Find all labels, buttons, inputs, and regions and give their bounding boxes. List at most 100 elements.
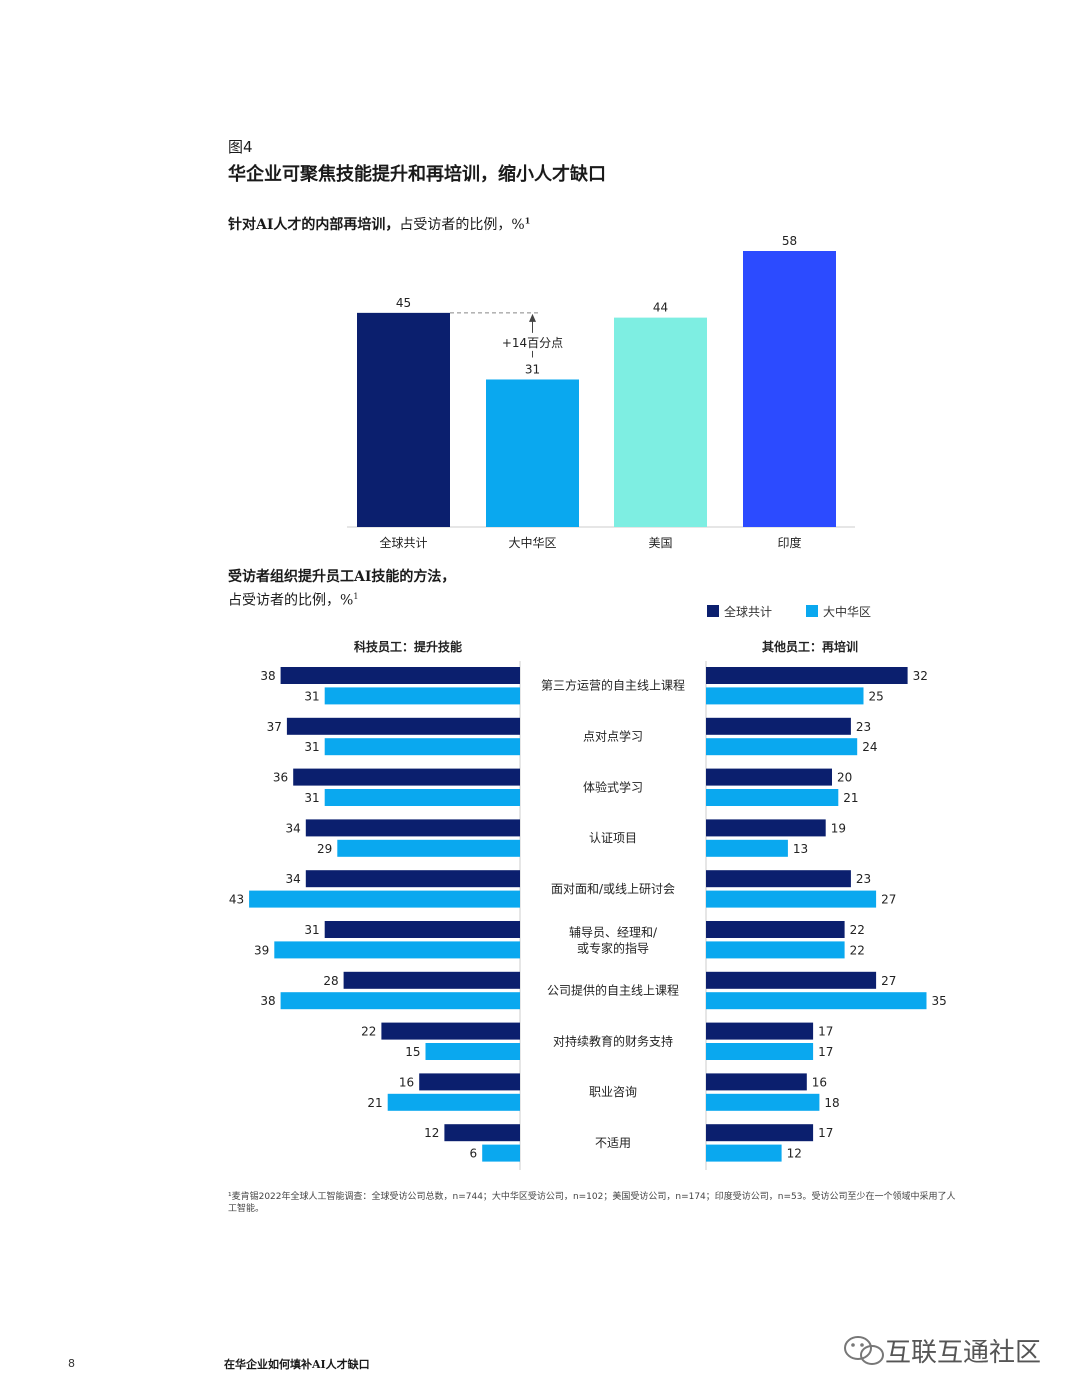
bar-value-label: 45 xyxy=(396,296,411,310)
left-bar-value: 31 xyxy=(304,689,319,703)
left-bar xyxy=(419,1073,520,1091)
left-bar xyxy=(324,921,520,938)
category-label: 职业咨询 xyxy=(589,1084,637,1099)
right-bar-value: 18 xyxy=(824,1096,839,1110)
chart1-title-bold: 针对AI人才的内部再培训， xyxy=(228,217,400,233)
right-bar-value: 22 xyxy=(850,923,865,937)
left-bar xyxy=(324,789,520,806)
right-bar-value: 19 xyxy=(831,821,846,835)
bar-1 xyxy=(357,312,450,527)
left-bar-value: 39 xyxy=(254,943,269,957)
left-bar-value: 36 xyxy=(273,771,288,785)
category-label: 第三方运营的自主线上课程 xyxy=(541,678,685,693)
left-bar xyxy=(425,1043,520,1060)
left-bar-value: 37 xyxy=(267,720,282,734)
right-bar xyxy=(706,717,851,735)
right-bar xyxy=(706,789,839,806)
right-bar xyxy=(706,1043,814,1060)
left-bar xyxy=(280,992,520,1010)
category-label: 印度 xyxy=(777,535,801,550)
legend-swatch-greater-china xyxy=(806,605,818,617)
right-bar-value: 24 xyxy=(862,740,877,754)
right-bar xyxy=(706,667,908,684)
left-bar xyxy=(324,687,520,705)
left-bar-value: 43 xyxy=(229,893,244,907)
chart1-title-rest: 占受访者的比例，% xyxy=(399,217,525,233)
category-label: 点对点学习 xyxy=(583,729,643,744)
right-bar-value: 17 xyxy=(818,1126,833,1140)
category-label: 公司提供的自主线上课程 xyxy=(547,983,679,998)
figure-label: 图4 xyxy=(228,138,253,156)
footnote: ¹麦肯锡2022年全球人工智能调查：全球受访公司总数，n=744；大中华区受访公… xyxy=(228,1192,956,1214)
chart2-title-line1: 受访者组织提升员工AI技能的方法， xyxy=(228,569,456,585)
bar-3 xyxy=(614,317,707,527)
legend-label-global: 全球共计 xyxy=(724,604,772,619)
category-label: 大中华区 xyxy=(508,535,556,550)
left-bar-value: 16 xyxy=(399,1075,414,1089)
right-bar xyxy=(706,839,788,857)
left-bar xyxy=(444,1124,520,1142)
left-bar xyxy=(305,870,520,888)
bar-value-label: 31 xyxy=(525,362,540,376)
right-bar xyxy=(706,1093,820,1111)
right-bar-value: 22 xyxy=(850,943,865,957)
left-bar-value: 6 xyxy=(470,1147,478,1161)
right-bar xyxy=(706,819,826,837)
left-bar-value: 15 xyxy=(405,1045,420,1059)
bar-value-label: 58 xyxy=(782,234,797,248)
left-bar-value: 31 xyxy=(304,923,319,937)
annotation-arrowhead xyxy=(529,313,536,322)
right-bar xyxy=(706,1144,782,1162)
left-bar xyxy=(249,890,520,908)
category-label: 不适用 xyxy=(595,1136,631,1150)
category-label-line2: 或专家的指导 xyxy=(577,941,649,956)
chart1-svg: 45 全球共计 31 大中华区 44 美国 58 印度 +14百分点 xyxy=(347,234,855,550)
chart2-title: 受访者组织提升员工AI技能的方法， 占受访者的比例，%1 xyxy=(228,568,455,611)
left-bar-value: 12 xyxy=(424,1126,439,1140)
right-bar xyxy=(706,992,927,1010)
right-bar xyxy=(706,1073,807,1091)
left-bar-value: 31 xyxy=(304,740,319,754)
left-bar-value: 29 xyxy=(317,842,332,856)
category-label-line1: 辅导员、经理和/ xyxy=(569,926,658,940)
left-bar-value: 21 xyxy=(367,1096,382,1110)
left-bar xyxy=(305,819,520,837)
legend-swatch-global xyxy=(707,605,719,617)
right-bar-value: 20 xyxy=(837,771,852,785)
right-bar-value: 27 xyxy=(881,893,896,907)
left-bar xyxy=(381,1022,520,1040)
left-bar xyxy=(293,768,520,786)
bar-4 xyxy=(743,251,836,527)
figure-title: 华企业可聚焦技能提升和再培训，缩小人才缺口 xyxy=(228,164,606,185)
right-bar xyxy=(706,738,858,756)
left-bar-value: 38 xyxy=(260,994,275,1008)
right-bar-value: 32 xyxy=(913,669,928,683)
bar-2 xyxy=(486,379,579,527)
right-bar xyxy=(706,687,864,705)
right-bar xyxy=(706,870,851,888)
right-bar-value: 21 xyxy=(843,791,858,805)
legend-label-greater-china: 大中华区 xyxy=(823,604,871,619)
right-bar-value: 23 xyxy=(856,720,871,734)
right-bar xyxy=(706,921,845,938)
left-bar-value: 28 xyxy=(323,974,338,988)
left-bar-value: 22 xyxy=(361,1025,376,1039)
right-bar-value: 17 xyxy=(818,1045,833,1059)
right-bar-value: 25 xyxy=(869,689,884,703)
left-bar xyxy=(482,1144,520,1162)
left-bar xyxy=(337,839,520,857)
category-label: 美国 xyxy=(648,536,672,550)
footer-title: 在华企业如何填补AI人才缺口 xyxy=(224,1358,370,1371)
left-bar-value: 31 xyxy=(304,791,319,805)
category-label: 面对面和/或线上研讨会 xyxy=(551,882,675,896)
right-bar xyxy=(706,890,877,908)
right-bar xyxy=(706,1022,814,1040)
right-bar-value: 17 xyxy=(818,1025,833,1039)
wechat-logo-icon xyxy=(844,1336,884,1365)
right-bar xyxy=(706,768,832,786)
right-bar xyxy=(706,941,845,959)
left-bar xyxy=(280,667,520,684)
chart1-title: 针对AI人才的内部再培训，占受访者的比例，%1 xyxy=(228,214,530,234)
left-bar xyxy=(387,1093,520,1111)
right-bar-value: 23 xyxy=(856,872,871,886)
